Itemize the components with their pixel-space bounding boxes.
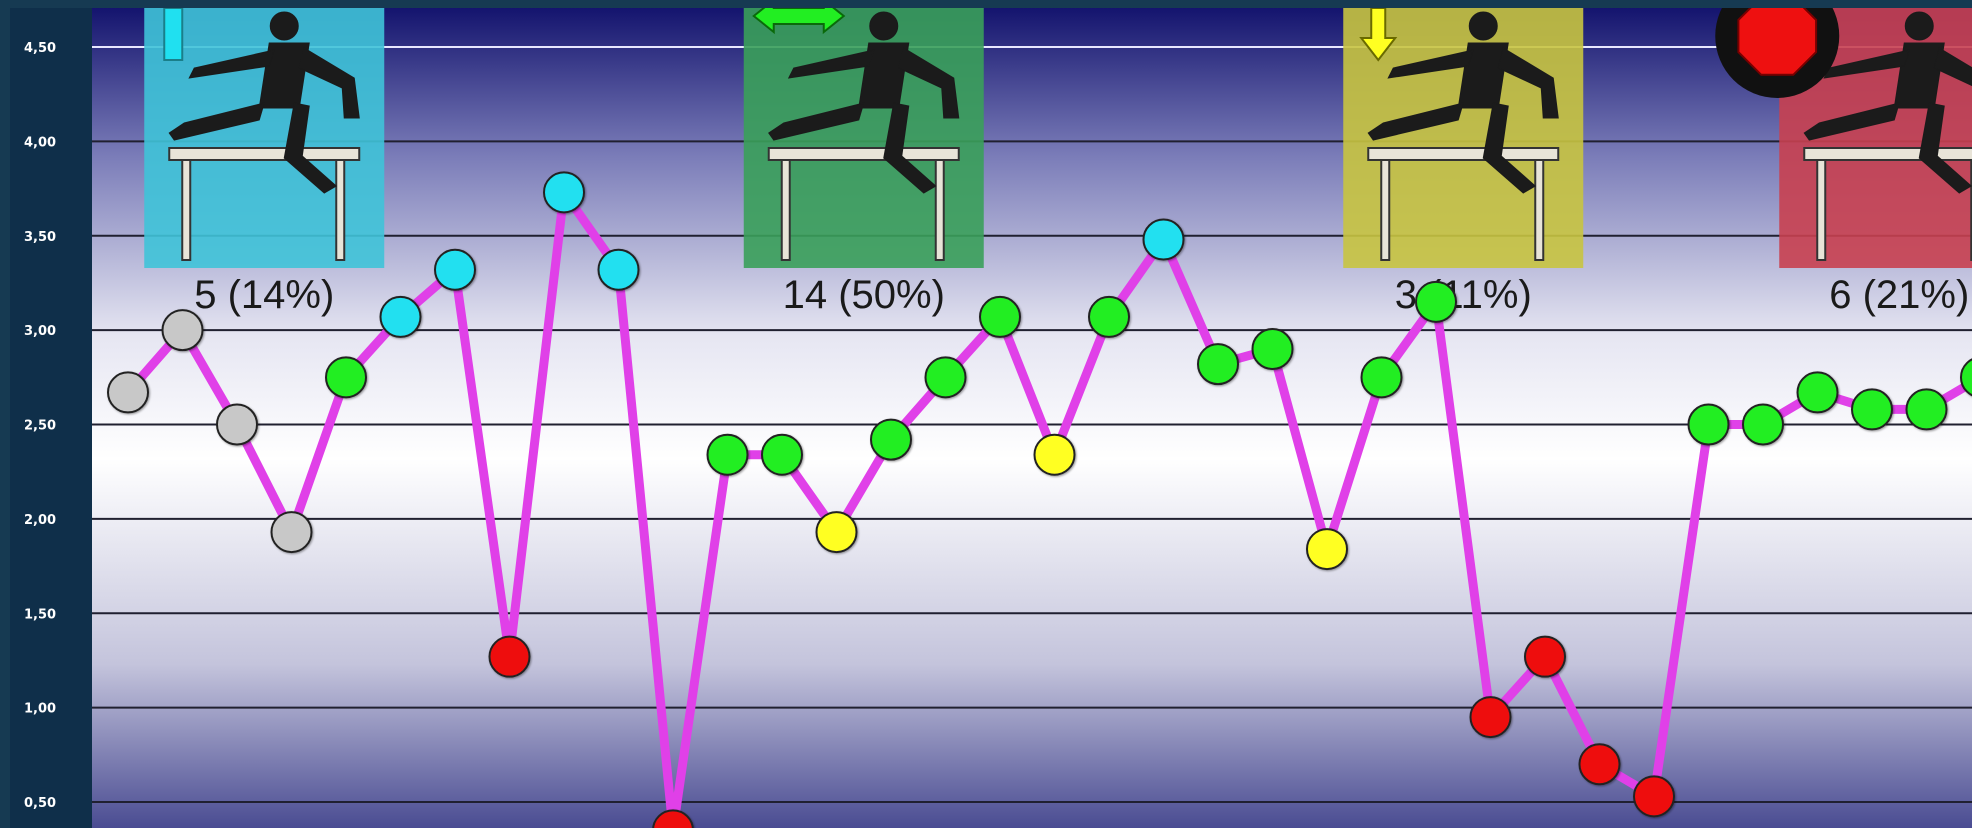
data-point	[979, 295, 1021, 338]
data-point	[652, 809, 694, 828]
y-tick-label: 3,50	[24, 230, 56, 245]
category-badge: 6 (21%)	[1715, 8, 1972, 317]
data-point	[1360, 356, 1403, 399]
data-point	[1905, 388, 1948, 431]
y-tick-label: 2,00	[24, 513, 56, 528]
data-point	[1578, 743, 1621, 786]
data-point	[270, 511, 313, 554]
data-point	[216, 403, 258, 446]
data-point	[1033, 433, 1076, 476]
y-tick-label: 3,00	[24, 324, 56, 339]
y-tick-label: 4,50	[24, 41, 56, 56]
data-point	[1088, 295, 1130, 338]
data-point	[870, 418, 912, 461]
category-badge: 5 (14%)	[144, 8, 385, 317]
data-point	[1197, 343, 1239, 386]
data-point	[107, 371, 149, 414]
y-tick-label: 1,00	[24, 702, 56, 717]
chart-frame: 4,50 4,00 3,50 3,00 2,50 2,00 1,50 1,00 0,50 5 (…	[10, 8, 1972, 828]
hurdler-icon	[168, 11, 361, 261]
data-point	[1687, 403, 1730, 446]
data-point	[1306, 528, 1348, 571]
badge-caption: 5 (14%)	[194, 273, 334, 317]
y-tick-label: 0,50	[24, 796, 56, 811]
line-chart: 4,50 4,00 3,50 3,00 2,50 2,00 1,50 1,00 0,50 5 (…	[24, 8, 1972, 828]
hurdler-icon	[767, 11, 960, 261]
badge-caption: 6 (21%)	[1829, 273, 1969, 317]
data-point	[325, 356, 367, 399]
down-arrow-icon	[1359, 8, 1398, 62]
category-badges: 5 (14%) 14 (50%) 3 (11%) 6 (21%)	[144, 8, 1972, 317]
data-point	[543, 171, 585, 214]
data-points	[107, 171, 1972, 828]
double-arrow-icon	[752, 8, 846, 35]
data-point	[1469, 696, 1512, 739]
stop-sign-icon	[1715, 8, 1840, 98]
data-point	[488, 635, 531, 678]
data-point	[597, 248, 640, 291]
data-point	[706, 433, 749, 476]
data-point	[161, 309, 204, 352]
data-point	[434, 248, 476, 291]
data-point	[1742, 403, 1784, 446]
data-point	[1142, 218, 1185, 261]
data-point	[761, 433, 803, 476]
hurdler-icon	[1367, 11, 1560, 261]
y-tick-label: 2,50	[24, 419, 56, 434]
data-point	[379, 295, 422, 338]
data-point	[815, 511, 858, 554]
hurdler-icon	[1803, 11, 1972, 261]
badge-caption: 3 (11%)	[1395, 273, 1532, 317]
category-badge: 3 (11%)	[1343, 8, 1584, 317]
data-point	[1633, 775, 1675, 818]
data-point	[1524, 635, 1566, 678]
data-point	[1851, 388, 1893, 431]
data-point	[1251, 328, 1294, 370]
data-point	[1415, 280, 1457, 323]
data-point	[1796, 371, 1839, 414]
badge-caption: 14 (50%)	[783, 273, 945, 317]
y-tick-label: 1,50	[24, 607, 56, 622]
indicator-bar-icon	[163, 8, 184, 61]
y-axis-ticks: 4,50 4,00 3,50 3,00 2,50 2,00 1,50 1,00 0,50	[24, 41, 56, 811]
y-tick-label: 4,00	[24, 135, 56, 150]
data-point	[1960, 358, 1972, 397]
data-point	[924, 356, 967, 399]
category-badge: 14 (50%)	[743, 8, 984, 317]
plot-area	[92, 8, 1972, 828]
